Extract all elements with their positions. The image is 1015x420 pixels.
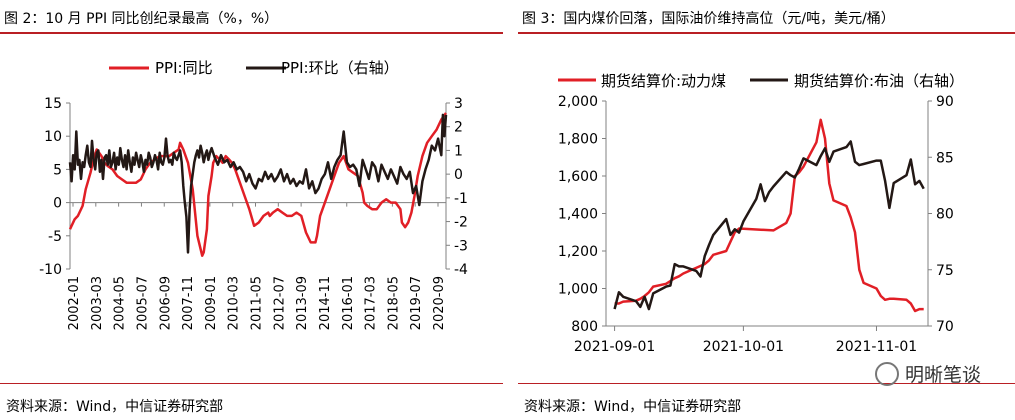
left-bottom-rule	[0, 383, 503, 384]
right-bottom-rule	[518, 383, 1015, 384]
wechat-logo-icon	[874, 361, 899, 386]
y-left-tick-label: 1,400	[558, 207, 598, 223]
x-tick-label: 2011-05	[250, 276, 265, 330]
legend-coal-label: 期货结算价:动力煤	[601, 72, 726, 90]
y-right-tick-label: 1	[454, 143, 463, 159]
x-tick-label: 2021-11-01	[836, 339, 917, 355]
y-left-tick-label: 0	[53, 196, 62, 212]
x-tick-label: 2016-01	[341, 276, 356, 330]
left-chart-source: 资料来源：Wind，中信证券研究部	[6, 399, 224, 415]
right-title-rule	[518, 32, 1015, 34]
x-tick-label: 2017-03	[364, 276, 379, 330]
y-right-tick-label: 75	[936, 263, 954, 279]
x-tick-label: 2021-09-01	[574, 339, 655, 355]
x-tick-label: 2018-05	[386, 276, 401, 330]
y-right-tick-label: -1	[454, 191, 468, 207]
x-tick-label: 2021-10-01	[703, 339, 784, 355]
y-right-tick-label: -2	[454, 215, 468, 231]
x-tick-label: 2002-01	[67, 276, 82, 330]
y-right-tick-label: 0	[454, 167, 463, 183]
right-chart-plot: 800 1,000 1,200 1,400 1,600 1,800 2,000 70 75 80 8…	[558, 72, 964, 355]
x-tick-label: 2009-01	[204, 276, 219, 330]
ppi-yoy-line	[68, 112, 448, 257]
y-left-tick-label: 1,800	[558, 132, 598, 148]
left-title-rule	[0, 32, 503, 34]
y-right-tick-label: -4	[454, 262, 468, 278]
y-left-tick-label: -5	[48, 229, 62, 245]
y-left-tick-label: 15	[44, 96, 62, 112]
x-tick-label: 2004-05	[113, 276, 128, 330]
left-chart-panel: 图 2：10 月 PPI 同比创纪录最高（%，%） -10 -5 0 5 10 15 -4-…	[0, 0, 503, 420]
y-left-tick-label: 10	[44, 129, 62, 145]
x-tick-label: 2020-09	[432, 276, 447, 330]
legend-ppi-yoy-label: PPI:同比	[155, 59, 213, 77]
y-left-tick-label: 1,600	[558, 169, 598, 185]
y-right-tick-label: 80	[936, 207, 954, 223]
x-tick-label: 2007-11	[181, 276, 196, 330]
y-left-tick-label: 2,000	[558, 94, 598, 110]
y-right-tick-label: 70	[936, 319, 954, 335]
x-tick-label: 2006-09	[158, 276, 173, 330]
y-right-tick-label: 85	[936, 150, 954, 166]
x-tick-label: 2019-07	[409, 276, 424, 330]
y-right-tick-label: 2	[454, 120, 463, 136]
left-chart-title: 图 2：10 月 PPI 同比创纪录最高（%，%）	[4, 11, 279, 27]
right-chart-source: 资料来源：Wind，中信证券研究部	[524, 399, 742, 415]
x-tick-label: 2003-03	[90, 276, 105, 330]
ppi-mom-line	[68, 113, 448, 254]
x-tick-label: 2013-09	[295, 276, 310, 330]
y-left-tick-label: 800	[571, 319, 598, 335]
y-left-tick-label: 1,000	[558, 282, 598, 298]
coal-futures-line	[614, 118, 924, 313]
y-right-tick-label: -3	[454, 238, 468, 254]
x-tick-label: 2012-07	[272, 276, 287, 330]
right-chart-panel: 图 3：国内煤价回落，国际油价维持高位（元/吨，美元/桶） 800 1,000 1,…	[518, 0, 1015, 420]
x-tick-label: 2010-03	[227, 276, 242, 330]
right-chart-title: 图 3：国内煤价回落，国际油价维持高位（元/吨，美元/桶）	[522, 11, 895, 27]
brent-futures-line	[613, 140, 925, 311]
y-left-tick-label: 1,200	[558, 244, 598, 260]
x-tick-label: 2014-11	[318, 276, 333, 330]
legend-ppi-mom-label: PPI:环比（右轴）	[281, 59, 399, 77]
x-tick-label: 2005-07	[135, 276, 150, 330]
y-left-tick-label: -10	[39, 262, 62, 278]
watermark-text: 明晰笔谈	[904, 364, 981, 386]
legend-brent-label: 期货结算价:布油（右轴）	[794, 72, 964, 90]
watermark: 明晰笔谈	[874, 360, 981, 387]
y-left-tick-label: 5	[53, 162, 62, 178]
y-right-tick-label: 90	[936, 94, 954, 110]
y-right-tick-label: 3	[454, 96, 463, 112]
